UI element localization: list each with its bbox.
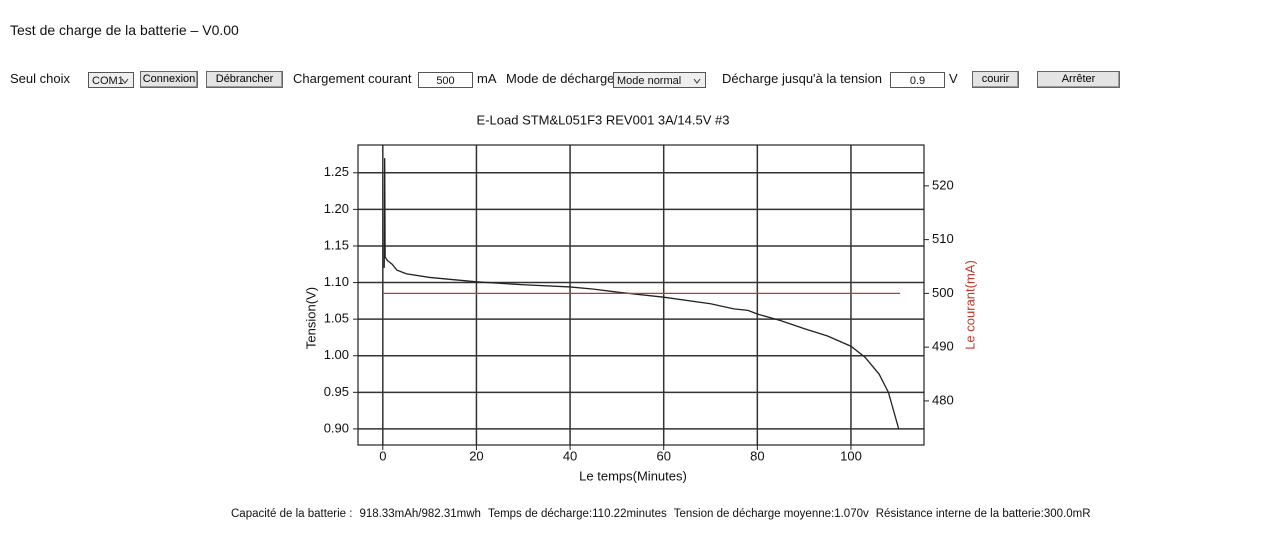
cutoff-input[interactable]: 0.9: [890, 72, 945, 88]
cutoff-unit: V: [949, 71, 958, 86]
chevron: [693, 78, 701, 84]
plot-frame: [357, 144, 925, 446]
footer-item: Temps de décharge:110.22minutes: [487, 508, 667, 520]
port-value: COM1: [92, 75, 124, 87]
x-tick-label: 100: [840, 448, 862, 463]
footer-item: Capacité de la batterie :: [231, 508, 353, 520]
footer: Capacité de la batterie : 918.33mAh/982.3…: [231, 508, 1091, 520]
mode-select[interactable]: Mode normal: [613, 72, 706, 88]
y-tick-label: 1.05: [324, 311, 349, 326]
x-tick-label: 40: [563, 448, 577, 463]
app-title: Test de charge de la batterie – V0.00: [10, 22, 239, 38]
connect-button[interactable]: Connexion: [140, 71, 198, 88]
footer-item: Tension de décharge moyenne:1.070v: [673, 508, 869, 520]
x-tick-label: 60: [656, 448, 670, 463]
port-label: Seul choix: [10, 71, 70, 86]
charge-label: Chargement courant: [293, 71, 412, 86]
chart-title: E-Load STM&L051F3 REV001 3A/14.5V #3: [477, 112, 730, 127]
y-tick-label: 0.95: [324, 384, 349, 399]
y-tick-label: 1.10: [324, 274, 349, 289]
y-axis-label: Tension(V): [303, 287, 318, 349]
data-line: [383, 158, 900, 430]
y-tick-label: 1.25: [324, 164, 349, 179]
y2-tick-label: 480: [932, 392, 954, 407]
x-tick-label: 20: [469, 448, 483, 463]
y-tick-label: 1.15: [324, 237, 349, 252]
run-button[interactable]: courir: [972, 71, 1019, 88]
chevron: [121, 78, 129, 84]
cutoff-label: Décharge jusqu'à la tension: [722, 71, 883, 86]
y2-tick-label: 500: [932, 285, 954, 300]
mode-value: Mode normal: [617, 75, 682, 87]
stop-button[interactable]: Arrêter: [1037, 71, 1120, 88]
y2-tick-label: 510: [932, 231, 954, 246]
disconnect-button[interactable]: Débrancher: [206, 71, 283, 88]
y-tick-label: 1.00: [324, 347, 349, 362]
x-tick-label: 80: [750, 448, 764, 463]
mode-label: Mode de décharge: [506, 71, 615, 86]
y2-tick-label: 490: [932, 339, 954, 354]
x-tick-label: 0: [379, 448, 386, 463]
y2-tick-label: 520: [932, 177, 954, 192]
footer-item: 918.33mAh/982.31mwh: [359, 508, 481, 520]
x-axis-label: Le temps(Minutes): [579, 468, 687, 483]
footer-item: Résistance interne de la batterie:300.0m…: [875, 508, 1091, 520]
charge-unit: mA: [477, 71, 497, 86]
y-tick-label: 0.90: [324, 420, 349, 435]
port-select[interactable]: COM1: [88, 72, 134, 88]
y2-axis-label: Le courant(mA): [962, 260, 977, 350]
y-tick-label: 1.20: [324, 201, 349, 216]
charge-input[interactable]: 500: [418, 72, 473, 88]
